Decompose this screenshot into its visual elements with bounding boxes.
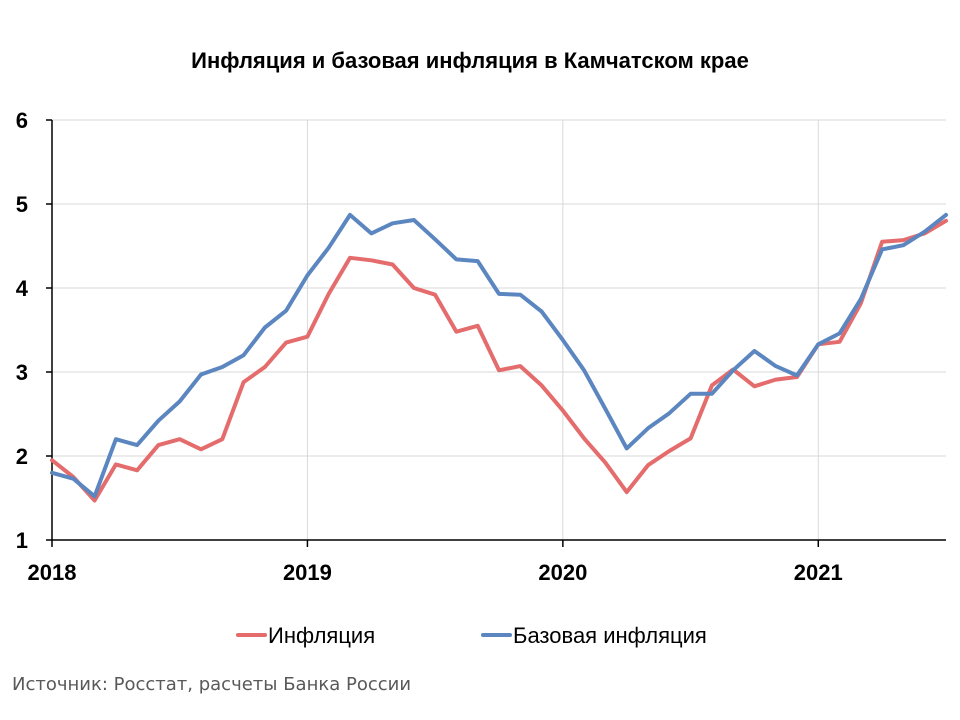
y-tick-label: 1: [16, 528, 28, 553]
axes: [46, 119, 946, 547]
chart-title: Инфляция и базовая инфляция в Камчатском…: [191, 48, 749, 73]
legend: Инфляция Базовая инфляция: [236, 623, 707, 648]
series-line-core-inflation: [50, 212, 948, 499]
y-tick-label: 5: [16, 192, 28, 217]
x-tick-label: 2018: [28, 560, 77, 585]
x-tick-label: 2021: [794, 560, 843, 585]
series-line-inflation: [50, 218, 948, 503]
series-lines: [50, 212, 948, 503]
tick-labels: 1 2 3 4 5 6 2018 2019 2020 2021: [16, 108, 843, 585]
y-tick-label: 3: [16, 360, 28, 385]
legend-label-inflation: Инфляция: [268, 623, 375, 648]
y-tick-label: 6: [16, 108, 28, 133]
y-tick-label: 2: [16, 444, 28, 469]
y-tick-label: 4: [16, 276, 29, 301]
source-note: Источник: Росстат, расчеты Банка России: [12, 674, 411, 695]
gridlines: [52, 119, 946, 540]
x-tick-label: 2019: [283, 560, 332, 585]
legend-label-core-inflation: Базовая инфляция: [513, 623, 707, 648]
x-tick-label: 2020: [538, 560, 587, 585]
